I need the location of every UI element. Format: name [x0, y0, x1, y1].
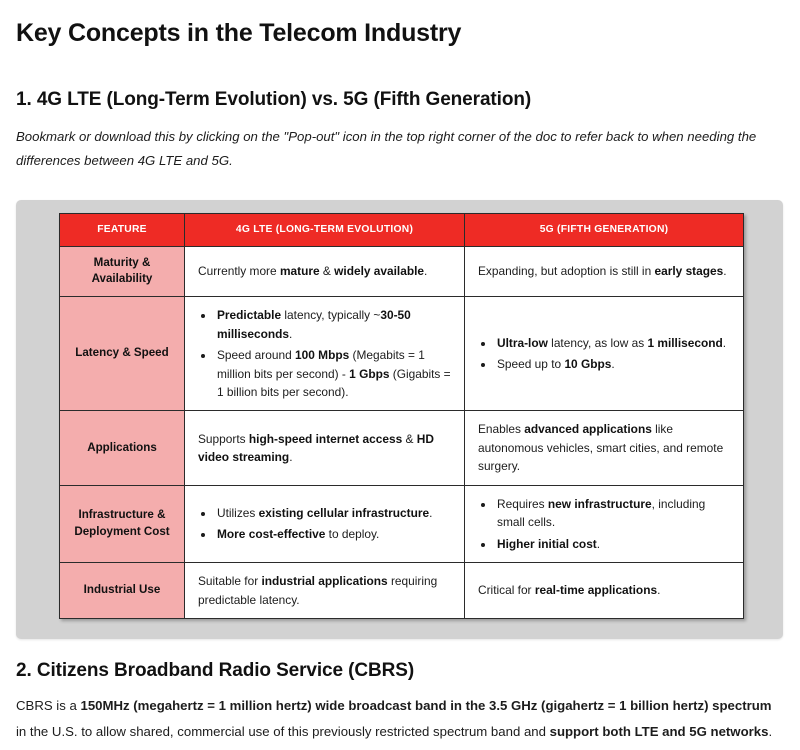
- cell-4g-lte: Supports high-speed internet access & HD…: [184, 410, 465, 486]
- feature-label: Infrastructure & Deployment Cost: [59, 484, 185, 564]
- cell-4g-lte: Suitable for industrial applications req…: [184, 562, 465, 620]
- cell-4g-lte: Predictable latency, typically ~30-50 mi…: [184, 296, 465, 412]
- table-row: Infrastructure & Deployment Cost Utilize…: [59, 484, 744, 564]
- feature-label: Industrial Use: [59, 562, 185, 620]
- cell-4g-lte: Utilizes existing cellular infrastructur…: [184, 484, 465, 564]
- column-header-feature: FEATURE: [59, 212, 185, 247]
- table-body: Maturity & Availability Currently more m…: [59, 245, 744, 620]
- cell-paragraph: Supports high-speed internet access & HD…: [198, 431, 434, 465]
- section-2-paragraph: CBRS is a 150MHz (megahertz = 1 million …: [16, 697, 773, 739]
- feature-label: Applications: [59, 410, 185, 486]
- comparison-table-panel: FEATURE 4G LTE (LONG-TERM EVOLUTION) 5G …: [16, 199, 783, 640]
- cell-bullet-item: Speed around 100 Mbps (Megabits = 1 mill…: [215, 346, 453, 401]
- section-2-heading: 2. Citizens Broadband Radio Service (CBR…: [16, 660, 415, 682]
- table-row: Latency & Speed Predictable latency, typ…: [59, 296, 744, 412]
- table-header: FEATURE 4G LTE (LONG-TERM EVOLUTION) 5G …: [59, 212, 744, 247]
- cell-bullet-list: Requires new infrastructure, including s…: [478, 495, 732, 553]
- section-1-heading: 1. 4G LTE (Long-Term Evolution) vs. 5G (…: [16, 89, 532, 110]
- column-header-4g-lte: 4G LTE (LONG-TERM EVOLUTION): [184, 212, 465, 247]
- cell-bullet-item: Ultra-low latency, as low as 1 milliseco…: [495, 334, 732, 352]
- cell-5g: Ultra-low latency, as low as 1 milliseco…: [464, 296, 744, 412]
- cell-bullet-item: Higher initial cost.: [495, 535, 732, 553]
- cell-paragraph: Critical for real-time applications.: [478, 583, 661, 598]
- cell-bullet-item: Utilizes existing cellular infrastructur…: [215, 504, 453, 522]
- cell-5g: Expanding, but adoption is still in earl…: [464, 245, 744, 298]
- page-title: Key Concepts in the Telecom Industry: [16, 19, 462, 47]
- cell-paragraph: Enables advanced applications like auton…: [478, 422, 724, 474]
- feature-label: Latency & Speed: [59, 296, 185, 412]
- cell-bullet-list: Ultra-low latency, as low as 1 milliseco…: [478, 334, 732, 374]
- cell-5g: Requires new infrastructure, including s…: [464, 484, 744, 564]
- cell-5g: Critical for real-time applications.: [464, 562, 744, 620]
- cell-bullet-item: Predictable latency, typically ~30-50 mi…: [215, 306, 453, 343]
- column-header-5g: 5G (FIFTH GENERATION): [464, 212, 744, 247]
- cell-paragraph: Expanding, but adoption is still in earl…: [478, 264, 727, 279]
- lte-vs-5g-comparison-table: FEATURE 4G LTE (LONG-TERM EVOLUTION) 5G …: [59, 212, 744, 620]
- table-row: Applications Supports high-speed interne…: [59, 410, 744, 486]
- cell-bullet-item: More cost-effective to deploy.: [215, 525, 453, 543]
- cell-4g-lte: Currently more mature & widely available…: [184, 245, 465, 298]
- cell-bullet-list: Utilizes existing cellular infrastructur…: [198, 504, 453, 544]
- table-header-row: FEATURE 4G LTE (LONG-TERM EVOLUTION) 5G …: [59, 212, 744, 247]
- table-row: Maturity & Availability Currently more m…: [59, 245, 744, 298]
- table-row: Industrial Use Suitable for industrial a…: [59, 562, 744, 620]
- feature-label: Maturity & Availability: [59, 245, 185, 298]
- cell-5g: Enables advanced applications like auton…: [464, 410, 744, 486]
- cell-bullet-list: Predictable latency, typically ~30-50 mi…: [198, 306, 453, 401]
- section-1-intro-note: Bookmark or download this by clicking on…: [16, 128, 757, 169]
- cell-paragraph: Suitable for industrial applications req…: [198, 574, 438, 607]
- cell-bullet-item: Requires new infrastructure, including s…: [495, 495, 732, 532]
- cell-bullet-item: Speed up to 10 Gbps.: [495, 355, 732, 373]
- cell-paragraph: Currently more mature & widely available…: [198, 264, 428, 279]
